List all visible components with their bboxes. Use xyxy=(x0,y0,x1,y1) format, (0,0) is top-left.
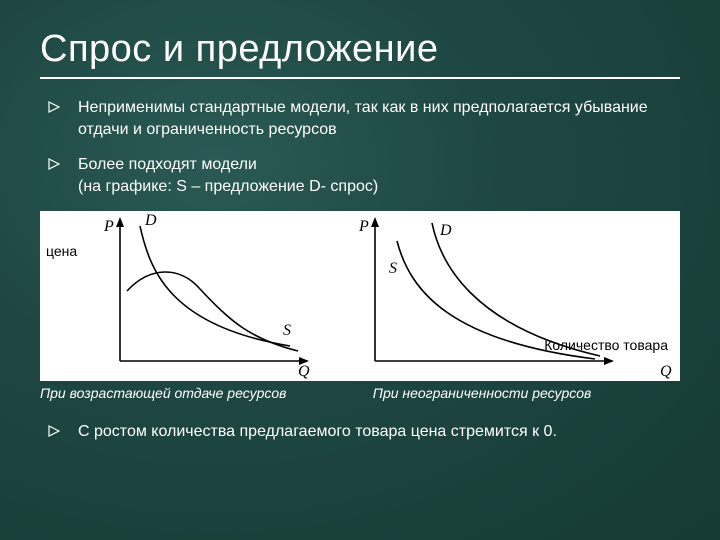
bullet-list: Неприменимы стандартные модели, так как … xyxy=(48,97,680,197)
axis-label-Q: Q xyxy=(660,363,672,380)
bullet-text: Неприменимы стандартные модели, так как … xyxy=(78,97,680,140)
supply-demand-charts: P Q D S P Q D S цена Количество товара xyxy=(40,211,680,381)
bullet-text: С ростом количества предлагаемого товара… xyxy=(78,421,680,443)
chart-captions: При возрастающей отдаче ресурсов При нео… xyxy=(40,385,680,401)
axis-label-P: P xyxy=(358,218,369,235)
label-S-left: S xyxy=(283,322,291,339)
curve-S-left xyxy=(127,272,298,351)
bullet-triangle-icon xyxy=(48,158,62,170)
label-S-right: S xyxy=(389,260,397,277)
price-label: цена xyxy=(46,243,77,259)
label-D-right: D xyxy=(439,222,452,239)
slide-title: Спрос и предложение xyxy=(40,28,680,79)
bullet-triangle-icon xyxy=(48,101,62,113)
bullet-item-2: Более подходят модели (на графике: S – п… xyxy=(48,154,680,197)
left-chart: P Q D S xyxy=(103,212,310,380)
bullet-list-2: С ростом количества предлагаемого товара… xyxy=(48,421,680,443)
bullet-text: Более подходят модели (на графике: S – п… xyxy=(78,154,680,197)
axis-label-Q: Q xyxy=(298,363,310,380)
bullet-triangle-icon xyxy=(48,425,62,437)
right-chart: P Q D S xyxy=(358,217,672,380)
quantity-label: Количество товара xyxy=(544,337,668,354)
curve-D-left xyxy=(140,226,290,346)
caption-left: При возрастающей отдаче ресурсов xyxy=(40,385,373,401)
caption-right: При неограниченности ресурсов xyxy=(373,385,680,401)
bullet-item-3: С ростом количества предлагаемого товара… xyxy=(48,421,680,443)
axis-label-P: P xyxy=(103,218,114,235)
bullet-item-1: Неприменимы стандартные модели, так как … xyxy=(48,97,680,140)
label-D-left: D xyxy=(144,212,157,229)
